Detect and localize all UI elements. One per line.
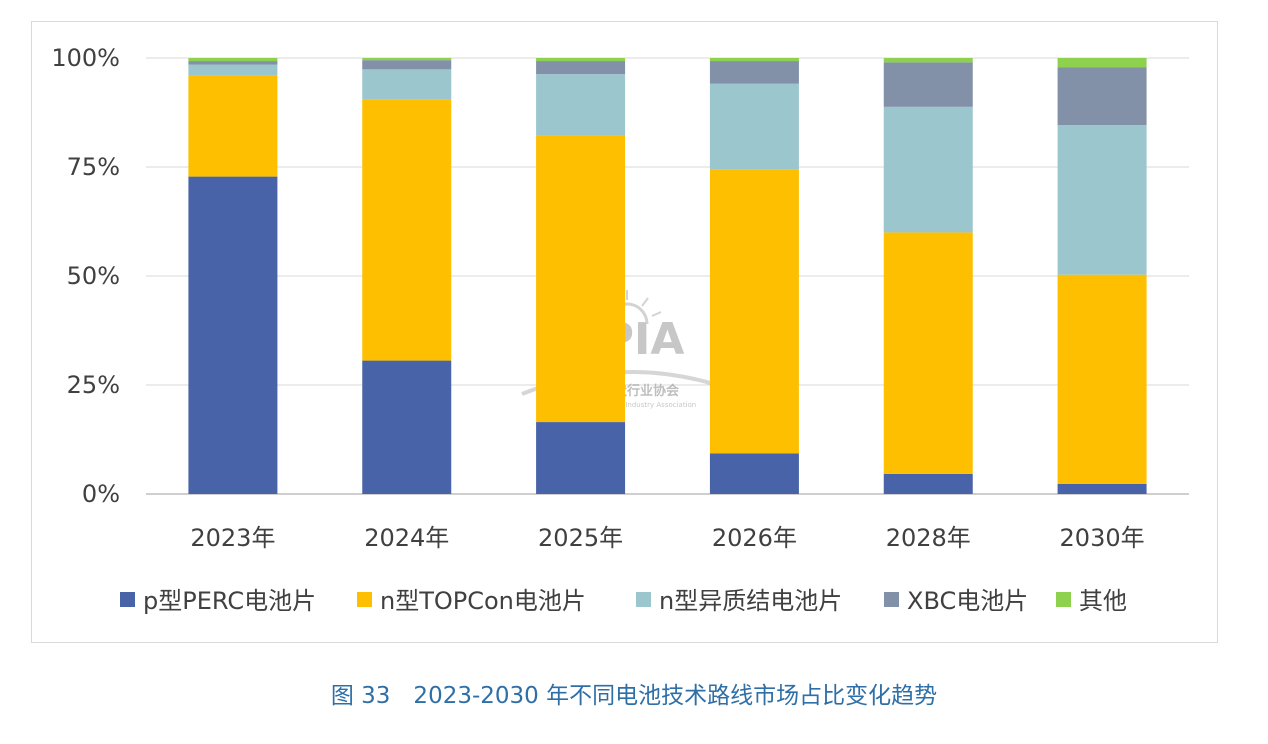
y-tick-label: 25%: [67, 371, 120, 399]
legend: p型PERC电池片 n型TOPCon电池片 n型异质结电池片 XBC电池片 其他: [120, 587, 1127, 615]
bar-segment-5-2030年: [1057, 58, 1147, 68]
legend-label: 其他: [1079, 587, 1127, 615]
bar-segment-2-2030年: [1057, 274, 1147, 484]
bar-segment-5-2025年: [536, 58, 626, 62]
bar-segment-2-2025年: [536, 135, 626, 423]
bar-segment-3-2028年: [883, 106, 973, 233]
y-tick-label: 0%: [82, 480, 120, 508]
bar-segment-4-2030年: [1057, 67, 1147, 126]
legend-label: n型异质结电池片: [659, 587, 842, 615]
y-tick-label: 75%: [67, 153, 120, 181]
x-tick-label: 2026年: [712, 524, 797, 552]
bar-segment-2-2026年: [709, 169, 799, 454]
bar-segment-3-2023年: [188, 64, 278, 76]
x-tick-label: 2024年: [364, 524, 449, 552]
bar-segment-4-2026年: [709, 61, 799, 84]
bar-segment-5-2028年: [883, 58, 973, 63]
legend-swatch: [357, 592, 372, 607]
bar-segment-3-2030年: [1057, 125, 1147, 275]
chart-svg: CPIA 中国光伏行业协会 China Photovoltaic Industr…: [51, 44, 1189, 615]
watermark-en-text: China Photovoltaic Industry Association: [558, 401, 697, 409]
bar-segment-5-2026年: [709, 58, 799, 62]
x-axis: 2023年 2024年 2025年 2026年 2028年 2030年: [190, 524, 1144, 552]
legend-label: n型TOPCon电池片: [380, 587, 586, 615]
legend-label: p型PERC电池片: [143, 587, 316, 615]
legend-swatch: [1056, 592, 1071, 607]
y-tick-label: 50%: [67, 262, 120, 290]
bar-segment-3-2026年: [709, 83, 799, 170]
chart-frame: CPIA 中国光伏行业协会 China Photovoltaic Industr…: [31, 21, 1218, 643]
x-tick-label: 2028年: [886, 524, 971, 552]
legend-label: XBC电池片: [907, 587, 1028, 615]
bar-segment-2-2023年: [188, 75, 278, 177]
x-tick-label: 2030年: [1060, 524, 1145, 552]
bar-segment-4-2023年: [188, 61, 278, 65]
x-tick-label: 2023年: [190, 524, 275, 552]
bars-layer: [188, 58, 1147, 495]
bar-segment-1-2026年: [709, 453, 799, 494]
bar-segment-3-2025年: [536, 74, 626, 136]
bar-segment-1-2025年: [536, 422, 626, 494]
y-tick-label: 100%: [51, 44, 120, 72]
bar-segment-1-2023年: [188, 176, 278, 495]
bar-segment-5-2024年: [362, 58, 452, 61]
bar-segment-4-2025年: [536, 61, 626, 75]
legend-swatch: [636, 592, 651, 607]
bar-segment-1-2028年: [883, 473, 973, 494]
bar-segment-2-2024年: [362, 99, 452, 361]
bar-segment-1-2030年: [1057, 483, 1147, 494]
figure-caption: 图 33 2023-2030 年不同电池技术路线市场占比变化趋势: [330, 683, 938, 709]
legend-swatch: [884, 592, 899, 607]
grid-layer: [146, 57, 1189, 495]
legend-swatch: [120, 592, 135, 607]
x-tick-label: 2025年: [538, 524, 623, 552]
bar-segment-4-2028年: [883, 62, 973, 107]
bar-segment-4-2024年: [362, 60, 452, 70]
bar-segment-2-2028年: [883, 232, 973, 474]
y-axis: 0% 25% 50% 75% 100%: [51, 44, 120, 508]
bar-segment-3-2024年: [362, 69, 452, 100]
bar-segment-5-2023年: [188, 58, 278, 62]
bar-segment-1-2024年: [362, 360, 452, 494]
